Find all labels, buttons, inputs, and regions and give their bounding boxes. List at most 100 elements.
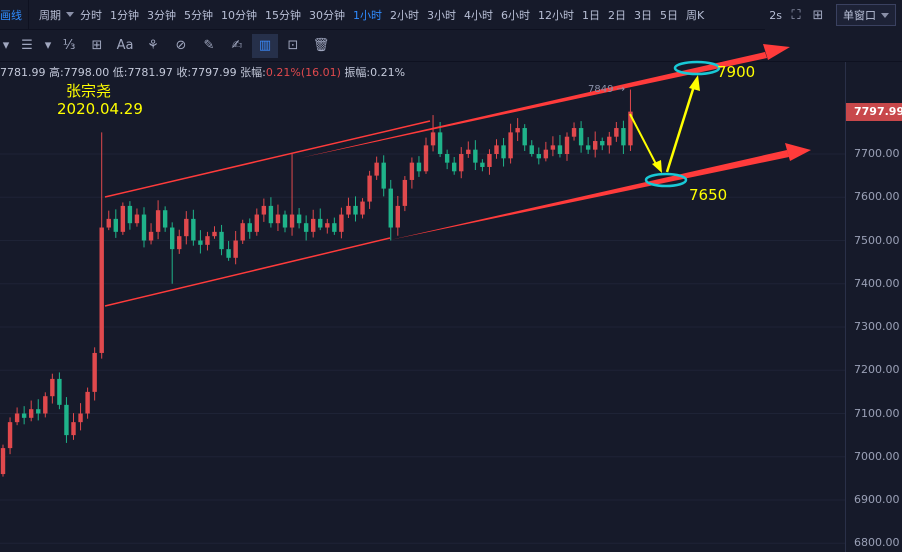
chevron-down-icon[interactable]: ▾	[44, 38, 52, 53]
candle-body	[487, 154, 492, 167]
timeframe-0[interactable]: 分时	[80, 8, 102, 22]
horizontal-line-icon[interactable]: ☰	[21, 38, 33, 53]
refresh-interval[interactable]: 2s	[769, 8, 782, 22]
candle-body	[367, 175, 372, 202]
timeframe-8[interactable]: 2小时	[390, 8, 419, 22]
candle-body	[78, 413, 83, 423]
candle-style-icon[interactable]: ▥	[252, 33, 278, 58]
timeframe-14[interactable]: 2日	[608, 8, 626, 22]
timeframe-4[interactable]: 10分钟	[221, 8, 257, 22]
pattern-icon[interactable]: ⚘	[147, 38, 159, 53]
arrowhead	[652, 160, 662, 173]
timeframe-2[interactable]: 3分钟	[147, 8, 176, 22]
ruler-icon[interactable]: ✎	[203, 38, 215, 53]
chevron-down-icon	[66, 12, 74, 17]
candle-body	[550, 145, 556, 150]
text-tool-button[interactable]: Aa	[116, 38, 134, 53]
drawing-tab[interactable]: 画线	[0, 8, 22, 22]
candle-body	[522, 128, 527, 146]
candle-body	[7, 422, 13, 449]
target-low-ellipse	[644, 172, 688, 188]
previous-high-marker: 7849 →	[588, 84, 626, 95]
window-mode-dropdown[interactable]: 单窗口	[836, 4, 896, 26]
candle-body	[621, 128, 626, 146]
timeframe-3[interactable]: 5分钟	[184, 8, 213, 22]
candle-body	[578, 128, 584, 146]
candle-body	[226, 249, 231, 258]
chevron-down-icon[interactable]: ▾	[2, 38, 10, 53]
timeframe-13[interactable]: 1日	[582, 8, 600, 22]
period-dropdown[interactable]: 周期	[39, 7, 74, 23]
timeframe-10[interactable]: 4小时	[464, 8, 493, 22]
measure-icon[interactable]: ⊞	[91, 38, 103, 53]
close-value: 7797.99	[191, 66, 237, 79]
candle-body	[0, 448, 6, 475]
price-axis[interactable]: 7797.99 7700.00 7600.00 7500.00 7400.00 7300…	[845, 62, 902, 552]
candle-body	[198, 240, 203, 245]
candle-body	[543, 149, 549, 159]
high-label: 高:	[49, 66, 64, 79]
candle-body	[536, 154, 541, 159]
timeframe-9[interactable]: 3小时	[427, 8, 456, 22]
timeframe-15[interactable]: 3日	[634, 8, 652, 22]
candle-body	[501, 145, 506, 159]
timeframe-5[interactable]: 15分钟	[265, 8, 301, 22]
candle-body	[600, 141, 605, 146]
candle-body	[247, 223, 252, 232]
timeframe-6[interactable]: 30分钟	[309, 8, 345, 22]
timeframe-1[interactable]: 1分钟	[110, 8, 139, 22]
candle-body	[374, 162, 379, 176]
timeframe-7[interactable]: 1小时	[353, 8, 382, 22]
timeframe-17[interactable]: 周K	[686, 8, 705, 22]
timeframe-16[interactable]: 5日	[660, 8, 678, 22]
target-low-label: 7650	[689, 186, 728, 204]
amplitude-value: 0.21%	[370, 66, 406, 79]
candle-body	[466, 149, 471, 154]
candlestick-chart[interactable]	[0, 0, 845, 552]
y-tick-label: 7100.00	[854, 406, 900, 420]
candle-body	[515, 128, 520, 133]
magnet-icon[interactable]: ⊘	[175, 38, 187, 53]
candle-body	[388, 188, 393, 228]
candle-body	[113, 218, 118, 232]
ohlc-readout: 7781.99 高:7798.00 低:7781.97 收:7797.99 张幅…	[0, 64, 405, 80]
candle-body	[64, 404, 69, 436]
candle-body	[85, 391, 90, 414]
timeframe-11[interactable]: 6小时	[501, 8, 530, 22]
author-annotation: 张宗尧	[66, 82, 112, 100]
candle-body	[282, 214, 288, 228]
candle-body	[170, 227, 175, 250]
target-high-label: 7900	[717, 63, 756, 81]
lower-trend-arrow	[390, 150, 789, 240]
low-label: 低:	[112, 66, 128, 79]
fibonacci-icon[interactable]: ⅓	[62, 38, 76, 53]
candle-body	[219, 231, 224, 250]
candle-body	[614, 128, 619, 137]
candle-body	[395, 205, 400, 228]
candle-body	[212, 231, 217, 237]
add-window-icon[interactable]: ⊞	[812, 7, 824, 23]
candle-body	[92, 352, 97, 392]
change-label: 张幅:	[240, 66, 266, 79]
y-tick-label: 7700.00	[854, 147, 900, 160]
divider	[28, 0, 29, 30]
candle-body	[628, 111, 633, 146]
candle-body	[571, 128, 577, 137]
brush-icon[interactable]: ✍	[231, 38, 243, 53]
candle-body	[318, 218, 323, 228]
candle-body	[494, 145, 499, 154]
trash-icon[interactable]: 🗑	[312, 38, 330, 53]
lock-icon[interactable]: ⊡	[287, 38, 299, 53]
candle-body	[155, 210, 161, 232]
fullscreen-icon[interactable]: ⛶	[791, 7, 801, 23]
last-price-tag: 7797.99	[846, 102, 902, 121]
candle-body	[444, 154, 450, 163]
candle-body	[268, 205, 274, 224]
candle-body	[191, 218, 196, 241]
y-tick-label: 7500.00	[854, 233, 900, 247]
candle-body	[564, 136, 570, 154]
timeframe-12[interactable]: 12小时	[538, 8, 574, 22]
candle-body	[99, 227, 104, 353]
candle-body	[254, 214, 259, 232]
candle-body	[289, 214, 295, 228]
